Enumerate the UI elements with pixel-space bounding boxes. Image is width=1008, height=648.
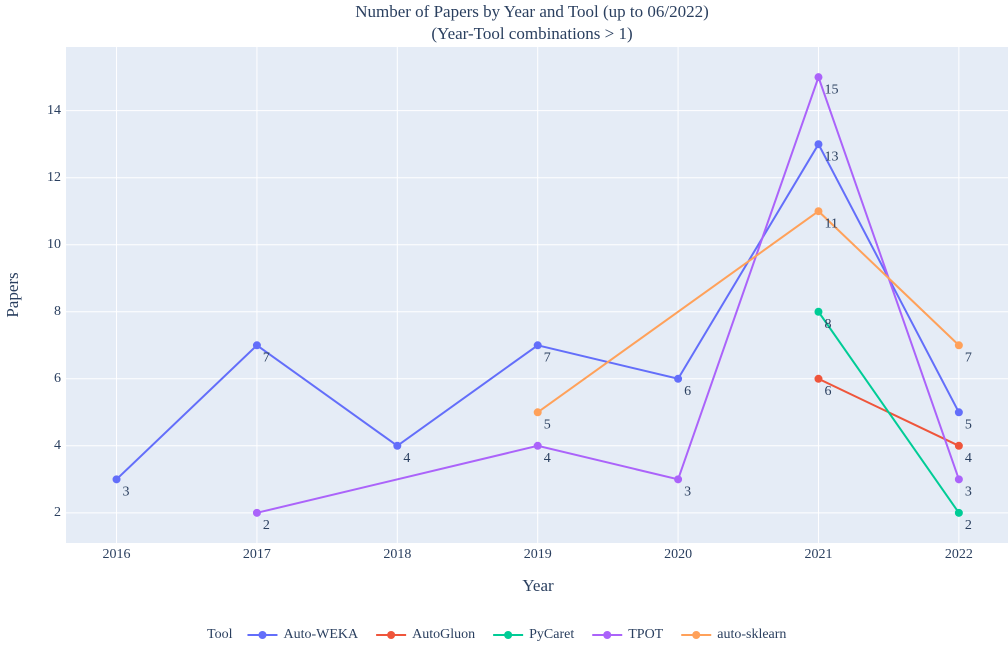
- data-label: 11: [824, 216, 837, 231]
- data-point: [814, 73, 823, 82]
- data-point: [954, 341, 963, 350]
- data-point: [954, 475, 963, 484]
- legend-label: Auto-WEKA: [283, 627, 359, 642]
- data-point: [533, 408, 542, 417]
- y-tick-label: 8: [54, 304, 61, 319]
- data-point: [252, 341, 261, 350]
- legend: Tool Auto-WEKA AutoGluon PyCaret TPOT auto-sk…: [207, 627, 786, 642]
- data-label: 6: [684, 384, 691, 399]
- legend-marker: [603, 631, 612, 639]
- data-label: 3: [965, 485, 972, 500]
- data-label: 4: [965, 451, 972, 466]
- data-label: 5: [965, 418, 972, 433]
- legend-title: Tool: [207, 627, 233, 642]
- data-label: 7: [263, 350, 270, 365]
- data-point: [954, 441, 963, 450]
- y-tick-label: 10: [47, 237, 61, 252]
- data-label: 15: [824, 82, 838, 97]
- data-point: [533, 441, 542, 450]
- x-tick-label: 2017: [243, 547, 271, 562]
- y-tick-label: 2: [54, 505, 61, 520]
- plot-area: [66, 47, 1008, 543]
- chart-subtitle: (Year-Tool combinations > 1): [431, 24, 632, 43]
- data-point: [814, 374, 823, 383]
- x-tick-label: 2020: [664, 547, 692, 562]
- data-point: [393, 441, 402, 450]
- data-label: 13: [824, 149, 838, 164]
- data-point: [954, 408, 963, 417]
- legend-label: AutoGluon: [412, 627, 475, 642]
- data-point: [814, 307, 823, 316]
- x-tick-label: 2016: [103, 547, 131, 562]
- legend-label: auto-sklearn: [717, 627, 786, 642]
- legend-marker: [258, 631, 267, 639]
- x-tick-label: 2019: [524, 547, 552, 562]
- legend-label: PyCaret: [529, 627, 574, 642]
- x-tick-label: 2021: [804, 547, 832, 562]
- y-tick-label: 4: [54, 438, 61, 453]
- data-label: 5: [544, 418, 551, 433]
- marks: 3 7 4 7 6 13 5 6 4 8 2 2 4 3 15 3 5 11 7: [112, 73, 972, 533]
- data-point: [674, 374, 683, 383]
- data-label: 8: [824, 317, 831, 332]
- y-tick-label: 12: [47, 170, 61, 185]
- x-tick-label: 2022: [945, 547, 973, 562]
- legend-marker: [692, 631, 701, 639]
- data-point: [814, 207, 823, 216]
- data-label: 3: [123, 485, 130, 500]
- y-axis-title: Papers: [3, 272, 22, 317]
- data-label: 4: [544, 451, 551, 466]
- y-tick-label: 6: [54, 371, 61, 386]
- data-label: 2: [263, 518, 270, 533]
- data-point: [674, 475, 683, 484]
- data-label: 7: [965, 350, 972, 365]
- data-point: [252, 508, 261, 517]
- legend-marker: [387, 631, 396, 639]
- x-axis-title: Year: [522, 576, 554, 595]
- x-tick-label: 2018: [383, 547, 411, 562]
- data-point: [814, 140, 823, 149]
- data-label: 7: [544, 350, 551, 365]
- data-point: [533, 341, 542, 350]
- data-label: 2: [965, 518, 972, 533]
- data-point: [112, 475, 121, 484]
- grid: 2016 2017 2018 2019 2020 2021 2022 2 4 6 8 10 12 14: [47, 47, 1008, 562]
- data-point: [954, 508, 963, 517]
- y-tick-label: 14: [47, 103, 61, 118]
- legend-marker: [504, 631, 513, 639]
- legend-label: TPOT: [628, 627, 663, 642]
- series-line: [817, 311, 960, 514]
- data-label: 3: [684, 485, 691, 500]
- chart-title: Number of Papers by Year and Tool (up to…: [355, 2, 709, 21]
- data-label: 6: [824, 384, 831, 399]
- data-label: 4: [403, 451, 410, 466]
